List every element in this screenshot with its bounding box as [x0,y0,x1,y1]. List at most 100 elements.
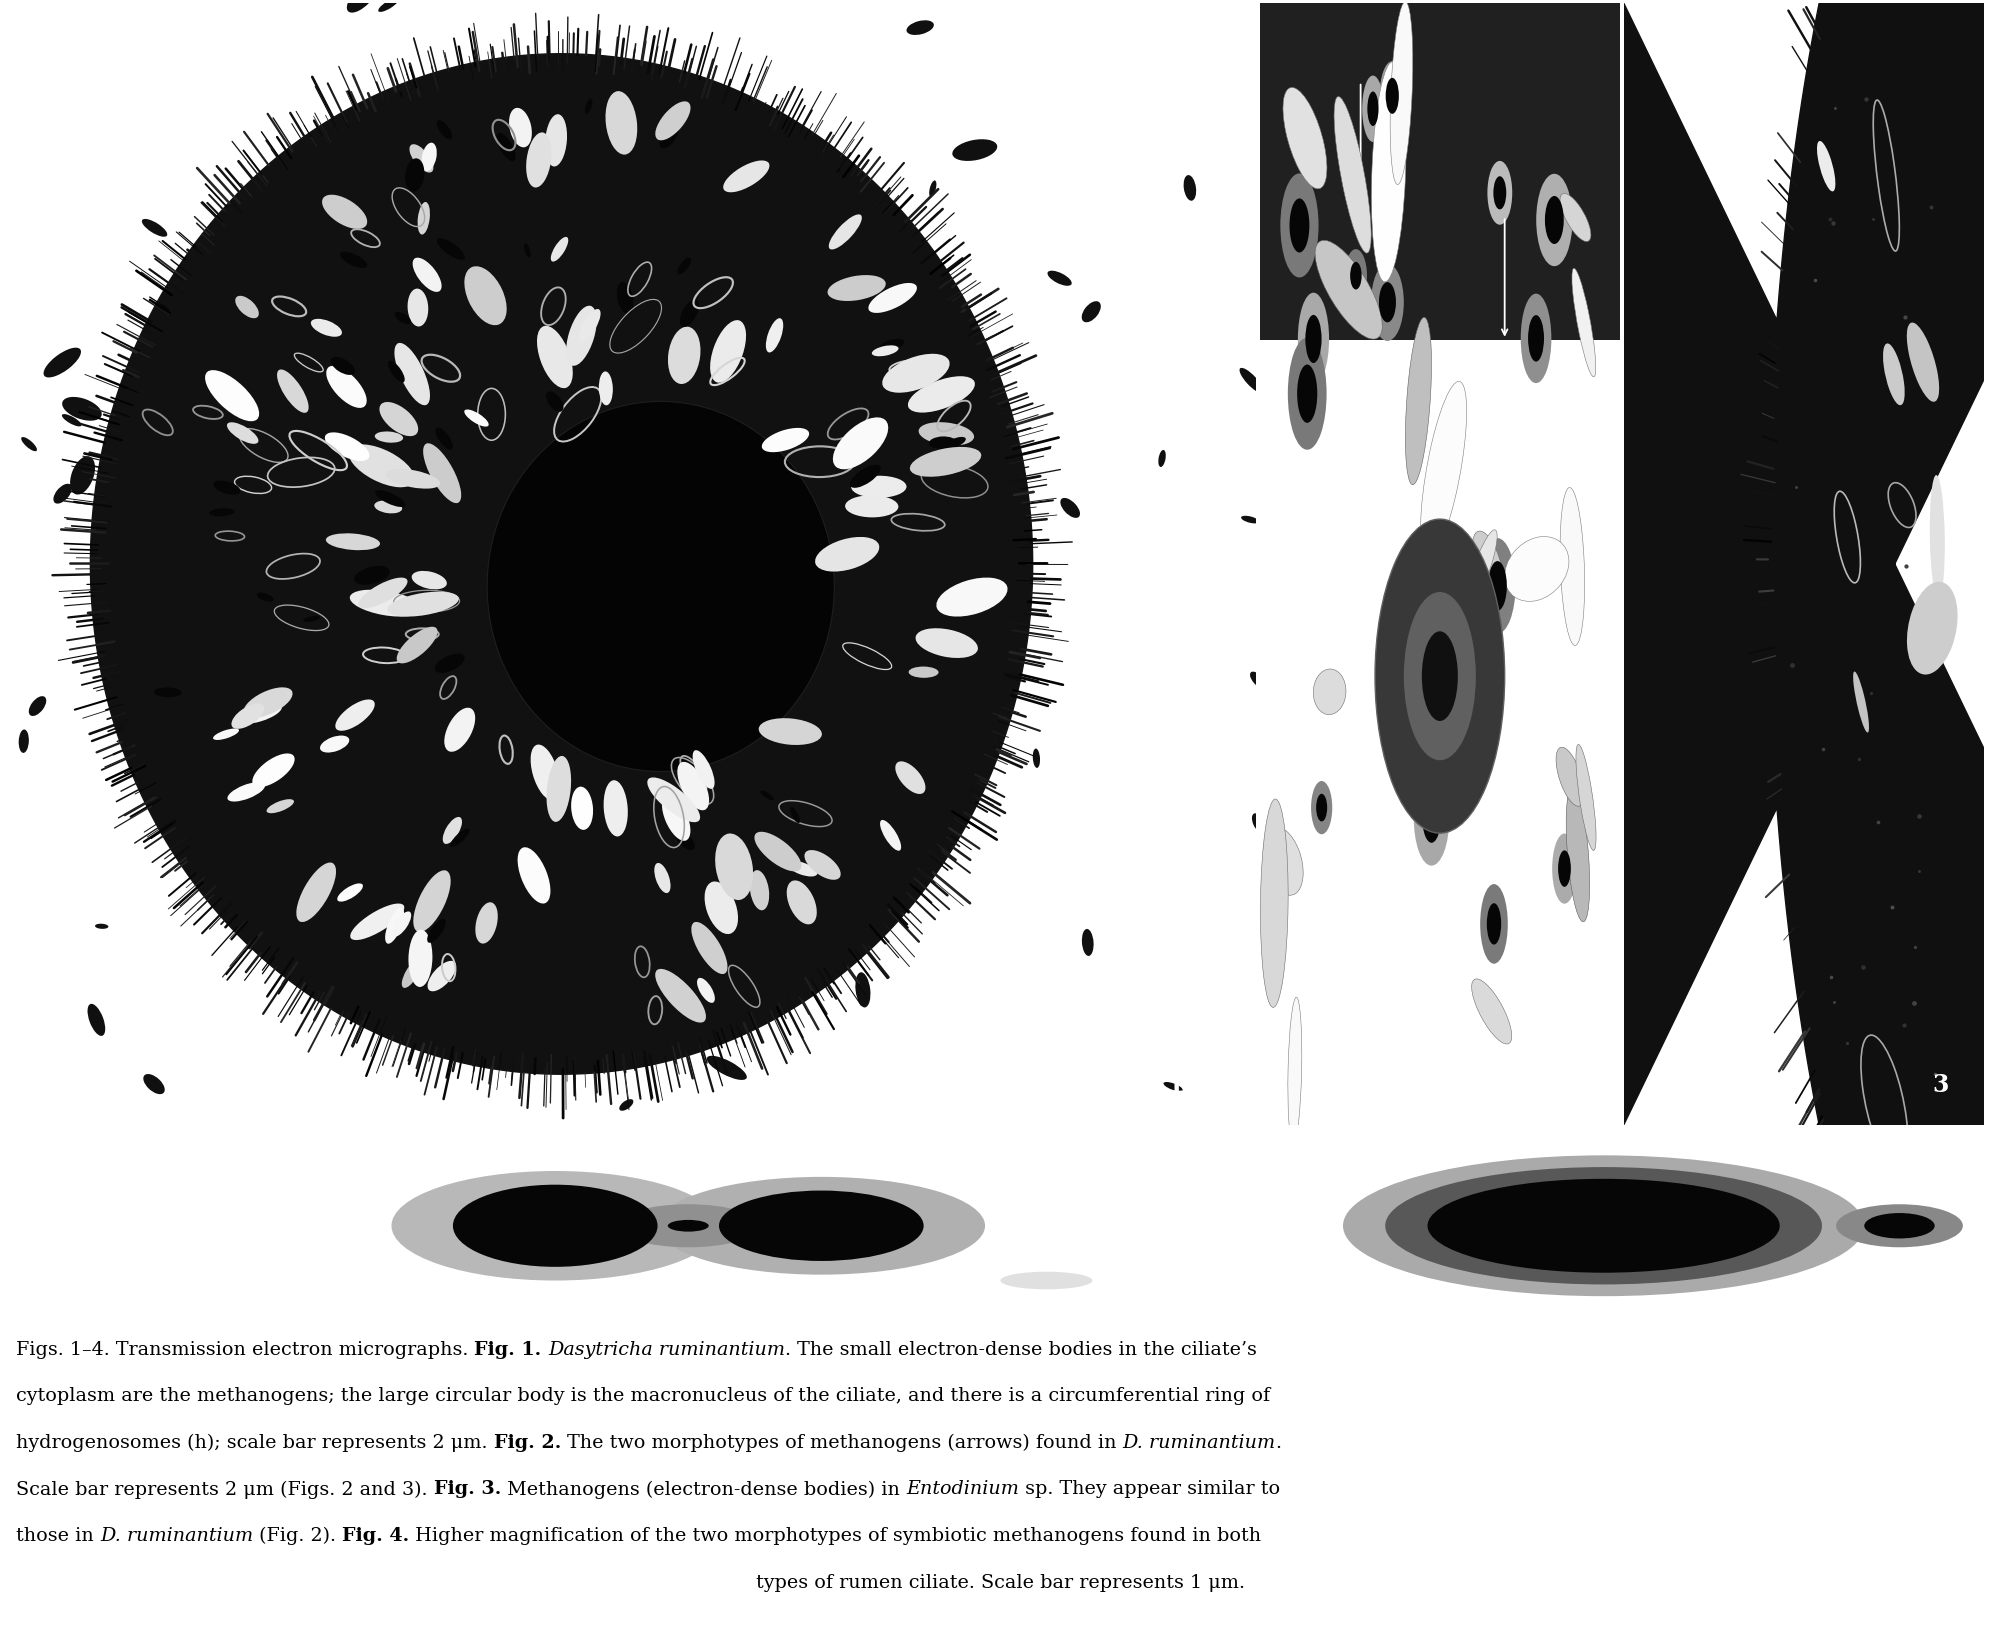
Ellipse shape [1282,88,1326,189]
Ellipse shape [668,326,700,385]
Ellipse shape [530,745,560,800]
Ellipse shape [1264,826,1304,895]
Ellipse shape [44,347,80,378]
Ellipse shape [226,422,258,443]
Ellipse shape [450,828,470,848]
Ellipse shape [918,422,974,445]
Ellipse shape [340,251,368,267]
Ellipse shape [1316,794,1328,822]
Ellipse shape [62,398,102,421]
Ellipse shape [436,121,452,139]
Ellipse shape [692,923,728,975]
Ellipse shape [1158,450,1166,466]
Ellipse shape [412,570,446,590]
Ellipse shape [850,465,880,487]
Ellipse shape [804,851,840,880]
Ellipse shape [716,833,754,900]
Ellipse shape [882,354,950,393]
Ellipse shape [206,370,260,421]
Ellipse shape [464,409,488,427]
Ellipse shape [750,870,770,910]
Ellipse shape [144,1074,164,1094]
Ellipse shape [1520,293,1552,383]
Ellipse shape [1184,174,1196,200]
Ellipse shape [388,592,458,616]
Text: hydrogenosomes (h); scale bar represents 2 μm.: hydrogenosomes (h); scale bar represents… [16,1434,494,1452]
Ellipse shape [408,929,432,988]
Ellipse shape [524,243,530,258]
Ellipse shape [828,215,862,249]
Text: Dasytricha ruminantium: Dasytricha ruminantium [548,1340,786,1358]
Ellipse shape [1082,929,1094,955]
Ellipse shape [868,284,916,313]
Ellipse shape [952,139,998,161]
Ellipse shape [1250,672,1266,689]
Ellipse shape [1816,140,1836,191]
Ellipse shape [232,704,264,729]
Ellipse shape [916,628,978,659]
Ellipse shape [320,735,350,753]
Ellipse shape [710,319,746,383]
Ellipse shape [1306,315,1322,363]
Ellipse shape [758,719,822,745]
Ellipse shape [70,456,96,494]
Text: D. ruminantium: D. ruminantium [100,1527,252,1545]
Ellipse shape [354,566,390,585]
Ellipse shape [510,108,532,147]
Ellipse shape [488,401,834,771]
Ellipse shape [526,132,552,187]
Ellipse shape [1242,515,1260,523]
Ellipse shape [378,0,398,11]
Ellipse shape [1480,538,1516,634]
Ellipse shape [518,848,550,903]
Text: Figs. 1–4. Transmission electron micrographs.: Figs. 1–4. Transmission electron microgr… [16,1340,474,1358]
Ellipse shape [1560,487,1584,645]
Ellipse shape [1280,173,1318,277]
Text: Fig. 2.: Fig. 2. [494,1434,560,1452]
Ellipse shape [1428,1178,1780,1273]
Ellipse shape [678,258,692,274]
Ellipse shape [828,275,886,302]
Text: Scale bar represents 2 μm (Figs. 2 and 3).: Scale bar represents 2 μm (Figs. 2 and 3… [16,1480,434,1498]
Ellipse shape [350,590,422,616]
Ellipse shape [660,124,678,148]
Ellipse shape [386,908,404,944]
Ellipse shape [718,1190,924,1262]
Ellipse shape [936,577,1008,616]
Ellipse shape [428,919,446,942]
Ellipse shape [1032,748,1040,768]
Ellipse shape [1472,531,1502,597]
Ellipse shape [616,282,634,315]
Ellipse shape [1378,282,1396,323]
Ellipse shape [1836,1205,1962,1247]
Ellipse shape [1082,302,1100,323]
Ellipse shape [654,862,670,893]
Ellipse shape [1458,714,1488,756]
Ellipse shape [1298,293,1330,385]
Text: cytoplasm are the methanogens; the large circular body is the macronucleus of th: cytoplasm are the methanogens; the large… [16,1387,1270,1405]
Ellipse shape [28,696,46,716]
Text: Higher magnification of the two morphotypes of symbiotic methanogens found in bo: Higher magnification of the two morphoty… [410,1527,1262,1545]
Text: 4: 4 [296,1280,312,1304]
Ellipse shape [692,750,714,789]
Ellipse shape [680,298,700,328]
Text: Entodinium: Entodinium [906,1480,1018,1498]
Ellipse shape [1288,337,1326,450]
Ellipse shape [760,791,774,800]
Ellipse shape [896,761,926,794]
Ellipse shape [942,437,966,450]
Ellipse shape [1344,249,1366,302]
Ellipse shape [658,1177,986,1275]
Ellipse shape [1486,903,1502,945]
Ellipse shape [358,699,370,716]
Ellipse shape [1386,78,1398,114]
Ellipse shape [1864,1213,1934,1239]
Ellipse shape [536,326,572,388]
Ellipse shape [1566,786,1590,921]
Ellipse shape [252,753,294,787]
Ellipse shape [380,403,418,437]
Ellipse shape [1314,668,1346,714]
Ellipse shape [336,699,374,730]
Ellipse shape [1060,497,1080,518]
Ellipse shape [704,882,738,934]
